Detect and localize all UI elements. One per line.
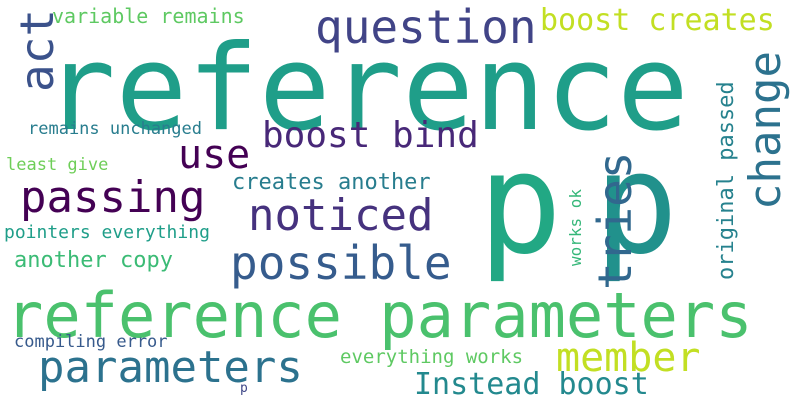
word-compiling-error: compiling error (14, 332, 168, 352)
word-another-copy: another copy (14, 248, 173, 273)
word-noticed: noticed (248, 190, 434, 241)
word-remains-unchanged: remains unchanged (28, 119, 202, 139)
word-least-give: least give (6, 155, 109, 175)
word-creates-another: creates another (232, 170, 431, 195)
word-works-ok: works ok (566, 188, 585, 266)
word-boost-bind: boost bind (262, 115, 479, 156)
word-change: change (740, 51, 791, 210)
word-p-large-right: p (594, 123, 679, 286)
word-variable-remains: variable remains (52, 4, 245, 28)
word-act: act (10, 8, 64, 92)
word-instead-boost: Instead boost (414, 367, 649, 400)
word-passing: passing (20, 172, 206, 223)
word-reference: reference (44, 20, 689, 158)
word-pointers-everything: pointers everything (4, 222, 210, 243)
word-p-large-left: p (478, 123, 563, 286)
word-reference-parameters: reference parameters (6, 279, 753, 352)
word-tries: tries (588, 151, 642, 290)
word-boost-creates: boost creates (540, 3, 775, 38)
word-original-passed: original passed (714, 81, 739, 280)
word-possible: possible (230, 236, 452, 290)
word-use: use (178, 132, 251, 178)
word-question: question (315, 0, 537, 54)
word-everything-works: everything works (340, 346, 524, 368)
word-member: member (556, 335, 701, 381)
word-p-small: p (240, 381, 248, 396)
word-parameters: parameters (38, 342, 303, 393)
